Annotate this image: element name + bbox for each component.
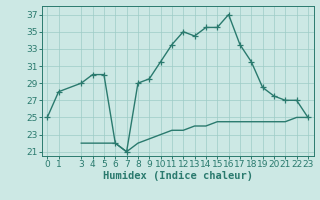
X-axis label: Humidex (Indice chaleur): Humidex (Indice chaleur) <box>103 171 252 181</box>
